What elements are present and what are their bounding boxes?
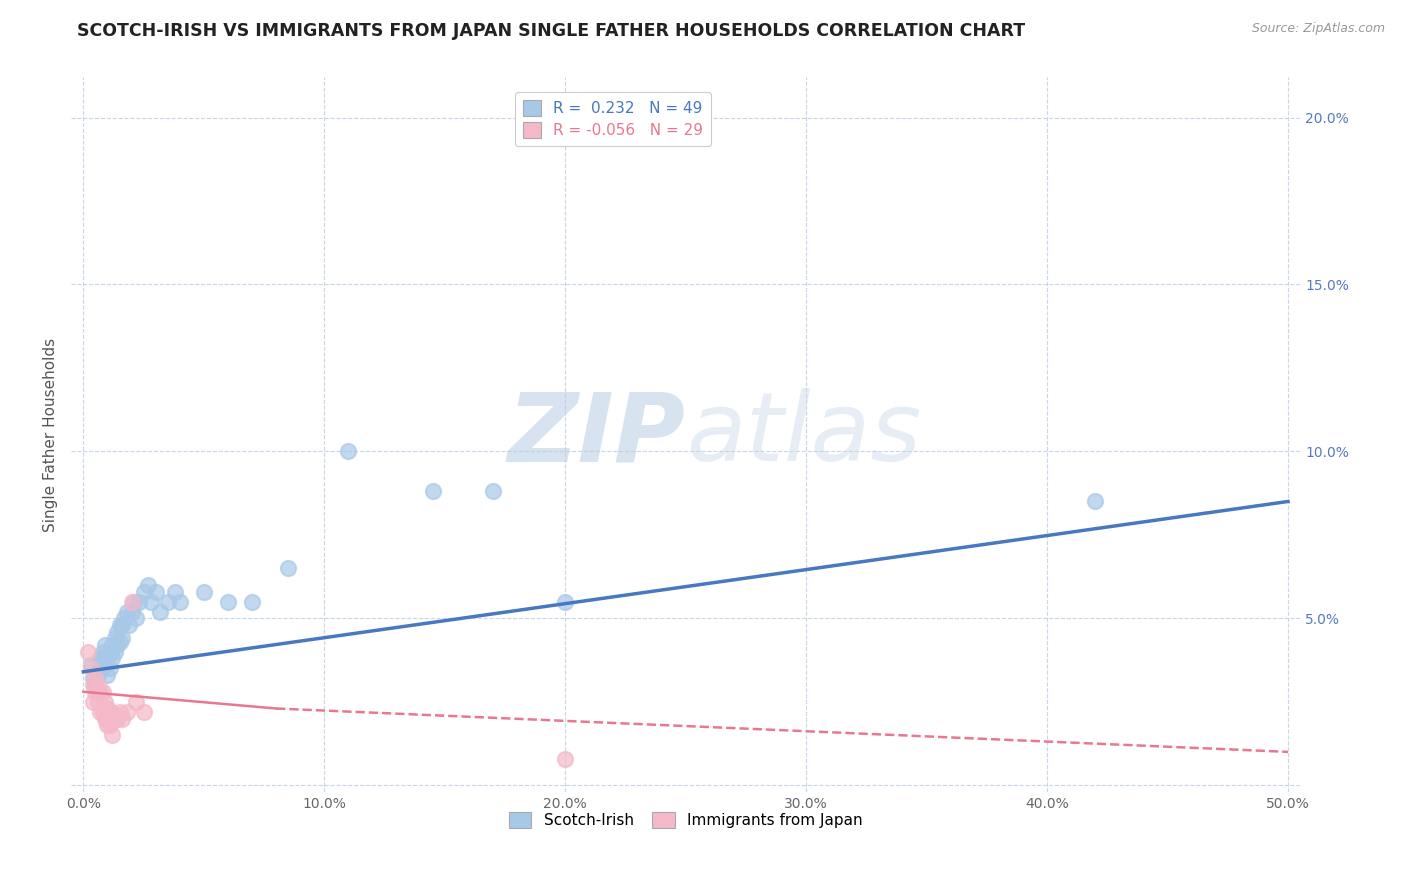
Point [94, 658, 117, 673]
Point [96, 668, 118, 682]
Point [1084, 494, 1107, 508]
Point [104, 711, 127, 725]
Point [111, 618, 134, 632]
Point [98, 661, 121, 675]
Point [108, 618, 131, 632]
Point [115, 605, 138, 619]
Point [94, 711, 117, 725]
Point [139, 594, 162, 608]
Point [87, 695, 110, 709]
Point [121, 605, 143, 619]
Point [169, 594, 191, 608]
Y-axis label: Single Father Households: Single Father Households [44, 338, 58, 532]
Text: atlas: atlas [686, 388, 921, 481]
Point [89, 685, 111, 699]
Point [96, 701, 118, 715]
Point [101, 638, 124, 652]
Point [118, 618, 141, 632]
Point [84, 685, 107, 699]
Point [240, 594, 263, 608]
Point [108, 705, 131, 719]
Point [111, 632, 134, 646]
Point [149, 605, 172, 619]
Point [115, 705, 138, 719]
Point [554, 594, 576, 608]
Point [105, 711, 128, 725]
Point [145, 584, 167, 599]
Point [82, 672, 104, 686]
Point [125, 695, 148, 709]
Text: Source: ZipAtlas.com: Source: ZipAtlas.com [1251, 22, 1385, 36]
Point [89, 651, 111, 665]
Point [156, 594, 179, 608]
Point [163, 584, 186, 599]
Point [96, 651, 118, 665]
Point [121, 594, 143, 608]
Point [94, 695, 117, 709]
Text: ZIP: ZIP [508, 388, 686, 481]
Point [554, 751, 576, 765]
Point [482, 484, 505, 499]
Point [94, 638, 117, 652]
Point [277, 561, 299, 575]
Point [91, 651, 114, 665]
Point [337, 444, 360, 458]
Point [105, 624, 128, 639]
Point [98, 705, 121, 719]
Point [108, 634, 131, 648]
Point [87, 685, 110, 699]
Point [84, 678, 107, 692]
Point [91, 645, 114, 659]
Point [77, 645, 100, 659]
Point [132, 705, 155, 719]
Point [122, 594, 145, 608]
Point [91, 685, 114, 699]
Point [98, 645, 121, 659]
Point [79, 658, 101, 673]
Point [101, 705, 124, 719]
Point [132, 584, 155, 599]
Point [101, 651, 124, 665]
Point [87, 678, 110, 692]
Point [422, 484, 444, 499]
Point [82, 678, 104, 692]
Point [104, 645, 127, 659]
Point [112, 611, 135, 625]
Point [89, 661, 111, 675]
Point [125, 611, 148, 625]
Point [105, 638, 128, 652]
Point [128, 594, 150, 608]
Legend: Scotch-Irish, Immigrants from Japan: Scotch-Irish, Immigrants from Japan [502, 806, 869, 834]
Point [193, 584, 215, 599]
Point [111, 711, 134, 725]
Point [104, 632, 127, 646]
Point [84, 672, 107, 686]
Point [87, 668, 110, 682]
Point [82, 695, 104, 709]
Point [79, 661, 101, 675]
Point [89, 705, 111, 719]
Point [138, 578, 160, 592]
Point [91, 705, 114, 719]
Point [217, 594, 239, 608]
Point [96, 718, 118, 732]
Text: SCOTCH-IRISH VS IMMIGRANTS FROM JAPAN SINGLE FATHER HOUSEHOLDS CORRELATION CHART: SCOTCH-IRISH VS IMMIGRANTS FROM JAPAN SI… [77, 22, 1025, 40]
Point [101, 728, 124, 742]
Point [98, 718, 121, 732]
